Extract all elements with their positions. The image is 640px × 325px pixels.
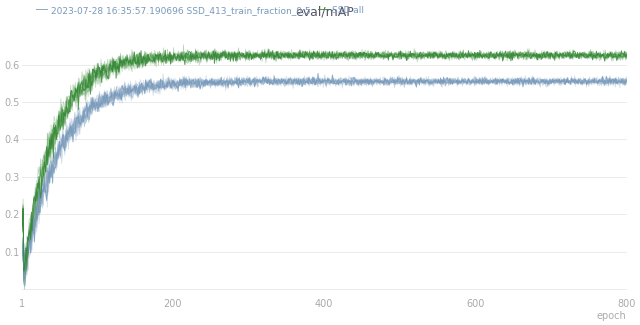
- X-axis label: epoch: epoch: [597, 311, 627, 321]
- SSD all: [19, 223, 26, 227]
- SSD all: [20, 269, 28, 273]
- SSD all: [265, 47, 273, 51]
- SSD all: [371, 54, 379, 58]
- 2023-07-28 16:35:57.190696 SSD_413_train_fraction_0.5: [405, 81, 413, 85]
- Line: SSD all: SSD all: [22, 49, 627, 271]
- 2023-07-28 16:35:57.190696 SSD_413_train_fraction_0.5: [387, 79, 394, 83]
- SSD all: [387, 52, 394, 56]
- 2023-07-28 16:35:57.190696 SSD_413_train_fraction_0.5: [623, 78, 630, 82]
- Line: 2023-07-28 16:35:57.190696 SSD_413_train_fraction_0.5: 2023-07-28 16:35:57.190696 SSD_413_train…: [22, 73, 627, 281]
- SSD all: [540, 52, 548, 56]
- 2023-07-28 16:35:57.190696 SSD_413_train_fraction_0.5: [478, 83, 486, 87]
- 2023-07-28 16:35:57.190696 SSD_413_train_fraction_0.5: [540, 79, 548, 83]
- 2023-07-28 16:35:57.190696 SSD_413_train_fraction_0.5: [20, 279, 28, 283]
- Title: eval/mAP: eval/mAP: [295, 6, 354, 19]
- SSD all: [56, 128, 64, 132]
- 2023-07-28 16:35:57.190696 SSD_413_train_fraction_0.5: [371, 80, 379, 84]
- SSD all: [405, 54, 413, 58]
- 2023-07-28 16:35:57.190696 SSD_413_train_fraction_0.5: [19, 254, 26, 257]
- 2023-07-28 16:35:57.190696 SSD_413_train_fraction_0.5: [56, 147, 64, 150]
- SSD all: [478, 57, 486, 60]
- Legend: 2023-07-28 16:35:57.190696 SSD_413_train_fraction_0.5, SSD all: 2023-07-28 16:35:57.190696 SSD_413_train…: [33, 2, 368, 18]
- 2023-07-28 16:35:57.190696 SSD_413_train_fraction_0.5: [314, 72, 322, 75]
- SSD all: [623, 54, 630, 58]
